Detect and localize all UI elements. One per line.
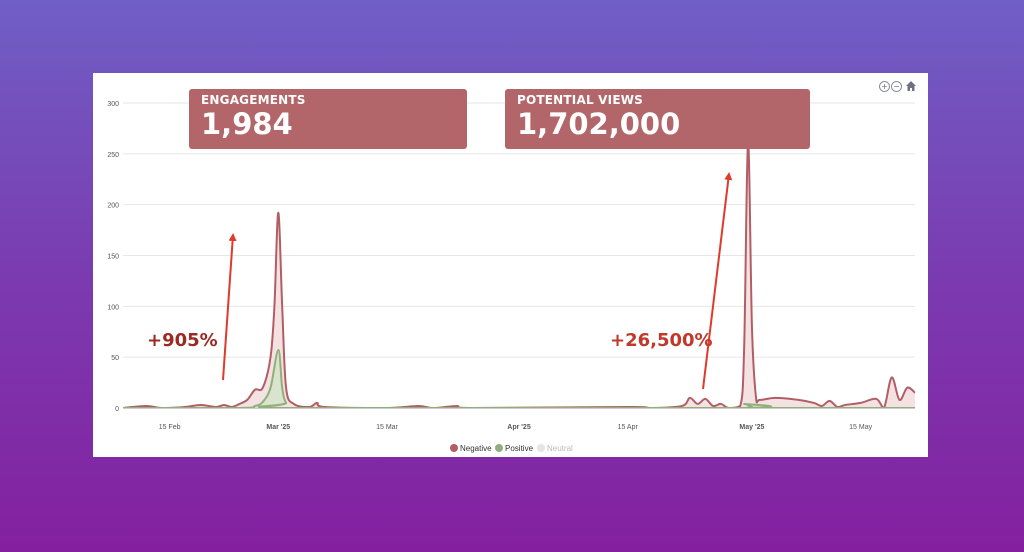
potential-views-label: POTENTIAL VIEWS [517, 93, 644, 107]
series-layer [122, 140, 916, 410]
legend-label-positive: Positive [505, 444, 534, 453]
annotation-march: +905% [147, 330, 218, 351]
legend-marker-neutral [537, 444, 545, 452]
y-tick-label-300: 300 [107, 101, 119, 108]
x-tick-label-apr-25: Apr '25 [507, 424, 531, 431]
engagements-value: 1,984 [201, 107, 293, 141]
engagements-label: ENGAGEMENTS [201, 93, 306, 107]
y-tick-label-0: 0 [115, 406, 119, 413]
y-tick-label-200: 200 [107, 203, 119, 210]
series-line-negative [122, 140, 916, 409]
series-area-negative [123, 141, 915, 408]
annotation-may: +26,500% [610, 330, 713, 351]
x-tick-label-15-mar: 15 Mar [376, 424, 398, 431]
y-tick-label-50: 50 [111, 355, 119, 362]
y-tick-label-100: 100 [107, 304, 119, 311]
y-tick-label-150: 150 [107, 254, 119, 261]
legend: Negative Positive Neutral [450, 444, 573, 453]
legend-item-positive[interactable]: Positive [495, 444, 534, 453]
series-line-positive [123, 349, 915, 410]
x-tick-label-15-feb: 15 Feb [159, 424, 181, 431]
zoom-in-icon[interactable]: + [879, 81, 890, 92]
y-tick-label-250: 250 [107, 152, 119, 159]
legend-item-neutral[interactable]: Neutral [537, 444, 573, 453]
growth-arrow-march [222, 233, 237, 381]
x-axis-ticks: 15 Feb Mar '25 15 Mar Apr '25 15 Apr May '25 1… [159, 424, 873, 431]
x-tick-label-15-apr: 15 Apr [618, 424, 639, 431]
engagements-kpi-card: ENGAGEMENTS 1,984 [189, 89, 467, 149]
legend-marker-negative [450, 444, 458, 452]
potential-views-kpi-card: POTENTIAL VIEWS 1,702,000 [505, 89, 810, 149]
legend-marker-positive [495, 444, 503, 452]
growth-arrow-may [702, 172, 733, 390]
legend-label-negative: Negative [460, 444, 492, 453]
y-axis-ticks: 0 50 100 150 200 250 300 [107, 101, 119, 413]
potential-views-value: 1,702,000 [517, 107, 681, 141]
x-tick-label-15-may: 15 May [849, 424, 872, 431]
home-icon[interactable] [905, 80, 917, 92]
x-tick-label-mar-25: Mar '25 [266, 424, 290, 431]
legend-label-neutral: Neutral [547, 444, 573, 453]
home-glyph [906, 81, 916, 91]
legend-item-negative[interactable]: Negative [450, 444, 492, 453]
zoom-out-icon[interactable]: − [891, 81, 902, 92]
x-tick-label-may-25: May '25 [739, 424, 764, 431]
chart-card: 0 50 100 150 200 250 300 15 Feb Mar '25 15 Mar Ap… [93, 73, 928, 457]
